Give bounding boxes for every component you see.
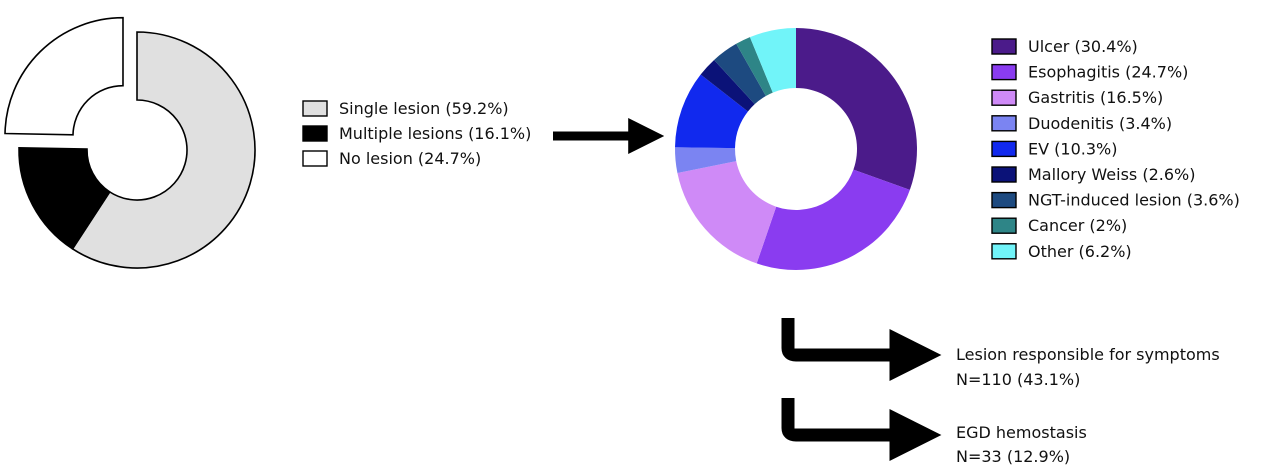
legend-label-other: Other (6.2%) [1028,242,1132,261]
slice-gastritis [677,161,777,264]
legend-label-ngt-induced-lesion: NGT-induced lesion (3.6%) [1028,191,1240,210]
slice-mallory-weiss [700,59,755,112]
legend-label-no-lesion: No lesion (24.7%) [339,149,481,168]
responsible-lesion-label: Lesion responsible for symptoms [956,345,1220,364]
slice-ev [675,74,748,149]
egd-hemostasis-label: EGD hemostasis [956,423,1087,442]
legend-label-duodenitis: Duodenitis (3.4%) [1028,114,1172,133]
legend-swatch-multiple-lesions [302,125,328,142]
lesion-type-legend: Ulcer (30.4%) Esophagitis (24.7%) Gastriti… [991,37,1240,261]
slice-ngt-induced-lesion [714,43,766,105]
slice-other [749,28,796,93]
legend-swatch-no-lesion [302,150,328,167]
legend-swatch-cancer [991,217,1017,234]
slice-single-lesion [71,31,256,269]
slice-esophagitis [756,169,910,270]
legend-swatch-ulcer [991,38,1017,55]
legend-label-esophagitis: Esophagitis (24.7%) [1028,63,1188,82]
slice-cancer [736,37,773,96]
responsible-lesion-count: N=110 (43.1%) [956,370,1080,389]
legend-label-multiple-lesions: Multiple lesions (16.1%) [339,124,531,143]
lesion-type-donut [675,28,917,270]
legend-swatch-ngt-induced-lesion [991,191,1017,209]
legend-label-cancer: Cancer (2%) [1028,216,1127,235]
arrow-to-responsible-lesion [781,318,942,381]
slice-ulcer [796,28,917,190]
legend-label-ev: EV (10.3%) [1028,139,1117,158]
egd-hemostasis-count: N=33 (12.9%) [956,447,1070,465]
legend-label-mallory-weiss: Mallory Weiss (2.6%) [1028,165,1195,184]
legend-swatch-single-lesion [302,100,328,117]
lesion-count-donut [4,16,256,269]
legend-swatch-duodenitis [991,115,1017,132]
slice-multiple-lesions [18,146,111,250]
legend-label-ulcer: Ulcer (30.4%) [1028,37,1138,56]
legend-swatch-ev [991,140,1017,158]
legend-swatch-gastritis [991,89,1017,106]
slice-duodenitis [675,147,737,174]
arrow-to-egd-hemostasis [781,398,942,461]
legend-label-single-lesion: Single lesion (59.2%) [339,99,509,118]
slice-no-lesion [4,16,124,136]
legend-swatch-esophagitis [991,63,1017,81]
legend-swatch-other [991,243,1017,260]
legend-label-gastritis: Gastritis (16.5%) [1028,88,1163,107]
lesion-count-legend: Single lesion (59.2%) Multiple lesions (1… [302,99,531,168]
legend-swatch-mallory-weiss [991,166,1017,183]
